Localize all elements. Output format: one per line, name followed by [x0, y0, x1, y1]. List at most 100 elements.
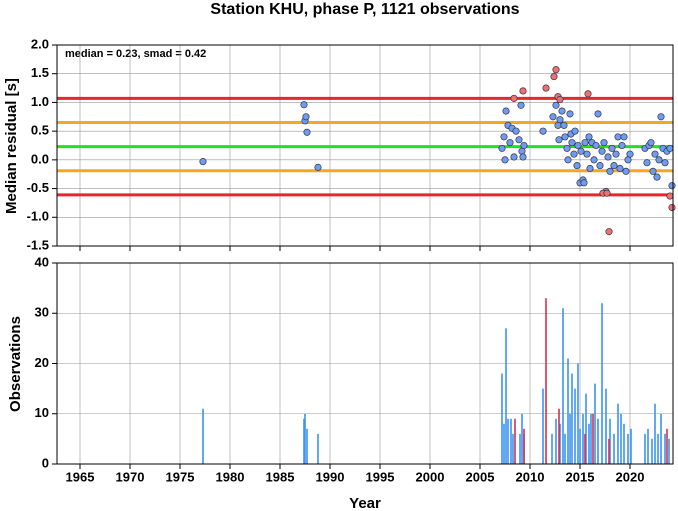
bar [574, 388, 576, 464]
point [600, 139, 608, 147]
x-axis-label: Year [349, 495, 381, 511]
point [585, 133, 593, 141]
point [555, 136, 563, 144]
bar [582, 413, 584, 464]
x-tick-label: 2000 [416, 469, 445, 484]
point [570, 150, 578, 158]
point [510, 153, 518, 161]
x-tick-label: 1965 [66, 469, 95, 484]
bar [630, 428, 632, 464]
y-axis-label: Observations [7, 316, 24, 412]
point [510, 94, 518, 102]
bar [558, 408, 560, 464]
bar [519, 433, 521, 464]
y-tick-label: -1.5 [27, 237, 49, 252]
point [612, 150, 620, 158]
point [590, 156, 598, 164]
bar [542, 388, 544, 464]
point [550, 73, 558, 81]
point [566, 110, 574, 118]
bar [303, 418, 305, 464]
bar [567, 358, 569, 464]
point [501, 156, 509, 164]
bar [503, 423, 505, 464]
point [564, 156, 572, 164]
x-tick-label: 2020 [616, 469, 645, 484]
x-tick-label: 1985 [266, 469, 295, 484]
point [560, 121, 568, 129]
bar [668, 438, 670, 464]
point [661, 159, 669, 167]
y-tick-label: 0.0 [31, 151, 49, 166]
bar [609, 418, 611, 464]
point [647, 139, 655, 147]
point [515, 136, 523, 144]
bar [577, 363, 579, 464]
point [300, 101, 308, 109]
point [668, 203, 676, 212]
point [616, 164, 624, 173]
point [603, 189, 611, 197]
bar [601, 303, 603, 464]
y-tick-label: 20 [35, 355, 49, 370]
bar [545, 298, 547, 464]
point [512, 127, 520, 135]
bar [559, 423, 561, 464]
point [552, 66, 560, 74]
point [620, 133, 628, 141]
point [577, 147, 585, 155]
x-tick-label: 2015 [566, 469, 595, 484]
bar [202, 408, 204, 464]
bar [654, 403, 656, 464]
y-tick-label: 1.5 [31, 65, 49, 80]
bar [514, 418, 516, 464]
point [655, 156, 663, 164]
bar [623, 423, 625, 464]
bar [585, 393, 587, 464]
point [199, 158, 207, 166]
point [592, 141, 600, 150]
y-tick-label: 0.5 [31, 123, 49, 138]
bar [647, 428, 649, 464]
bar [523, 428, 525, 464]
bar [507, 418, 509, 464]
bar [651, 438, 653, 464]
bar [579, 428, 581, 464]
point [594, 110, 602, 118]
bar [317, 433, 319, 464]
point [500, 133, 508, 141]
y-tick-label: -1.0 [27, 209, 49, 224]
bar [664, 433, 666, 464]
bar [510, 418, 512, 464]
bar [555, 418, 557, 464]
point [626, 150, 634, 158]
point [558, 107, 566, 115]
bar [551, 433, 553, 464]
y-tick-label: 30 [35, 305, 49, 320]
point [571, 127, 579, 135]
bar [306, 428, 308, 464]
point [520, 141, 528, 150]
bar [562, 308, 564, 464]
point [651, 150, 659, 158]
point [542, 84, 550, 92]
bar [644, 433, 646, 464]
point [596, 162, 604, 170]
bar [597, 418, 599, 464]
x-tick-label: 1995 [366, 469, 395, 484]
x-tick-label: 1980 [216, 469, 245, 484]
point [604, 153, 612, 161]
bar [608, 438, 610, 464]
point [666, 144, 674, 152]
point [519, 87, 527, 95]
y-tick-label: 1.0 [31, 94, 49, 109]
point [314, 163, 322, 171]
point [608, 144, 616, 152]
y-tick-label: -0.5 [27, 180, 49, 195]
point [581, 139, 589, 147]
bar [592, 413, 594, 464]
point [583, 150, 591, 158]
point [657, 113, 665, 121]
bar [605, 388, 607, 464]
